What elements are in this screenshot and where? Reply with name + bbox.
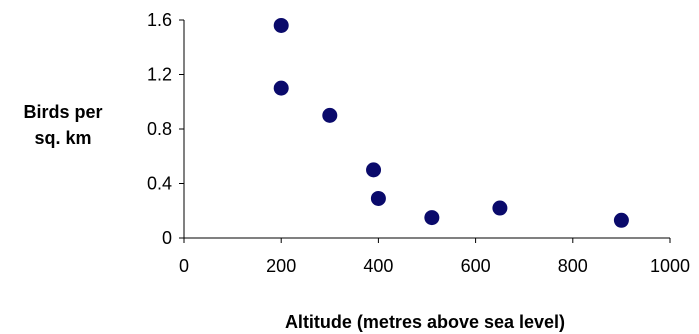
x-tick-label: 800: [558, 256, 588, 276]
data-point: [424, 210, 440, 226]
x-tick-label: 400: [363, 256, 393, 276]
x-tick-label: 1000: [650, 256, 690, 276]
y-axis-title-line-2: sq. km: [34, 128, 91, 148]
data-point: [273, 17, 289, 33]
y-tick-label: 1.2: [147, 65, 172, 85]
axes: [183, 20, 670, 239]
data-point: [322, 107, 338, 123]
data-point: [492, 200, 508, 216]
x-tick-label: 600: [461, 256, 491, 276]
x-tick-label: 200: [266, 256, 296, 276]
data-points: [273, 17, 629, 228]
y-ticks: 0 0.4 0.8 1.2 1.6: [147, 10, 184, 248]
x-tick-label: 0: [179, 256, 189, 276]
y-tick-label: 1.6: [147, 10, 172, 30]
data-point: [366, 162, 382, 178]
x-ticks: 0 200 400 600 800 1000: [179, 238, 690, 276]
y-tick-label: 0.4: [147, 174, 172, 194]
y-tick-label: 0: [162, 228, 172, 248]
data-point: [273, 80, 289, 96]
data-point: [613, 212, 629, 228]
y-axis-title-line-1: Birds per: [23, 102, 102, 122]
data-point: [370, 190, 386, 206]
y-tick-label: 0.8: [147, 119, 172, 139]
x-axis-title: Altitude (metres above sea level): [285, 312, 565, 332]
